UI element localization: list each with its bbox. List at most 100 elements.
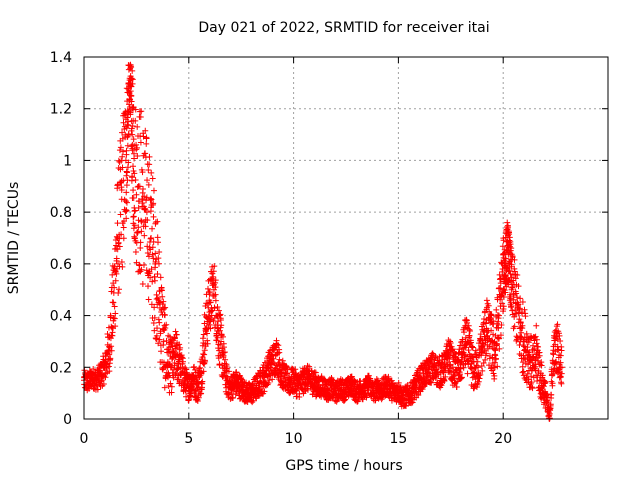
data-point bbox=[132, 176, 139, 183]
data-point bbox=[424, 369, 431, 376]
data-point bbox=[145, 253, 152, 260]
data-point bbox=[340, 387, 347, 394]
data-point bbox=[353, 390, 360, 397]
data-point bbox=[216, 361, 223, 368]
data-point bbox=[145, 283, 152, 290]
data-point bbox=[134, 153, 141, 160]
data-point bbox=[278, 369, 285, 376]
data-point bbox=[150, 200, 157, 207]
data-point bbox=[252, 384, 259, 391]
data-point bbox=[102, 370, 109, 377]
data-point bbox=[135, 205, 142, 212]
data-point bbox=[558, 347, 565, 354]
data-point bbox=[407, 390, 414, 397]
data-point bbox=[491, 351, 498, 358]
data-point bbox=[520, 342, 527, 349]
data-point bbox=[472, 347, 479, 354]
data-point bbox=[154, 325, 161, 332]
data-point bbox=[137, 139, 144, 146]
data-point bbox=[204, 330, 211, 337]
data-point bbox=[172, 371, 179, 378]
data-point bbox=[191, 363, 198, 370]
data-point bbox=[130, 213, 137, 220]
data-point bbox=[201, 347, 208, 354]
data-point bbox=[458, 375, 465, 382]
data-point bbox=[437, 369, 444, 376]
data-point bbox=[111, 303, 118, 310]
data-point bbox=[509, 307, 516, 314]
data-point bbox=[374, 384, 381, 391]
data-point bbox=[225, 368, 232, 375]
data-point bbox=[404, 382, 411, 389]
data-point bbox=[420, 372, 427, 379]
data-point bbox=[508, 245, 515, 252]
data-point bbox=[118, 231, 125, 238]
data-point bbox=[161, 312, 168, 319]
y-tick-label: 1.2 bbox=[50, 102, 72, 118]
data-point bbox=[140, 261, 147, 268]
data-point bbox=[286, 379, 293, 386]
data-point bbox=[120, 119, 127, 126]
data-point bbox=[129, 131, 136, 138]
data-point bbox=[273, 351, 280, 358]
data-point bbox=[170, 374, 177, 381]
data-point bbox=[138, 108, 145, 115]
data-point bbox=[303, 374, 310, 381]
data-point bbox=[479, 367, 486, 374]
data-point bbox=[219, 351, 226, 358]
data-point bbox=[169, 343, 176, 350]
data-point bbox=[374, 377, 381, 384]
data-point bbox=[124, 114, 131, 121]
data-point bbox=[204, 340, 211, 347]
data-point bbox=[264, 365, 271, 372]
data-point bbox=[395, 379, 402, 386]
data-point bbox=[342, 393, 349, 400]
data-point bbox=[442, 373, 449, 380]
data-point bbox=[132, 117, 139, 124]
data-point bbox=[138, 217, 145, 224]
data-point bbox=[123, 147, 130, 154]
data-point bbox=[151, 304, 158, 311]
data-point bbox=[557, 364, 564, 371]
data-point bbox=[467, 339, 474, 346]
data-point bbox=[128, 98, 135, 105]
data-point bbox=[261, 374, 268, 381]
data-point bbox=[494, 363, 501, 370]
data-point bbox=[490, 339, 497, 346]
data-point bbox=[311, 379, 318, 386]
data-point bbox=[507, 241, 514, 248]
data-point bbox=[357, 384, 364, 391]
data-point bbox=[269, 352, 276, 359]
data-point bbox=[514, 294, 521, 301]
grid bbox=[84, 57, 608, 419]
data-point bbox=[449, 346, 456, 353]
data-point bbox=[135, 217, 142, 224]
data-point bbox=[542, 390, 549, 397]
data-point bbox=[190, 381, 197, 388]
data-point bbox=[329, 376, 336, 383]
data-point bbox=[206, 321, 213, 328]
data-point bbox=[98, 377, 105, 384]
data-point bbox=[433, 366, 440, 373]
data-point bbox=[465, 347, 472, 354]
data-point bbox=[114, 220, 121, 227]
data-point bbox=[135, 197, 142, 204]
data-point bbox=[446, 362, 453, 369]
data-point bbox=[97, 372, 104, 379]
data-point bbox=[106, 351, 113, 358]
data-point bbox=[268, 351, 275, 358]
data-point bbox=[143, 209, 150, 216]
data-point bbox=[154, 218, 161, 225]
data-point bbox=[172, 328, 179, 335]
data-point bbox=[113, 255, 120, 262]
data-point bbox=[158, 287, 165, 294]
data-point bbox=[212, 277, 219, 284]
data-point bbox=[143, 135, 150, 142]
data-point bbox=[171, 360, 178, 367]
data-point bbox=[148, 169, 155, 176]
data-point bbox=[550, 351, 557, 358]
data-point bbox=[124, 177, 131, 184]
data-point bbox=[142, 223, 149, 230]
data-point bbox=[530, 342, 537, 349]
data-point bbox=[532, 333, 539, 340]
